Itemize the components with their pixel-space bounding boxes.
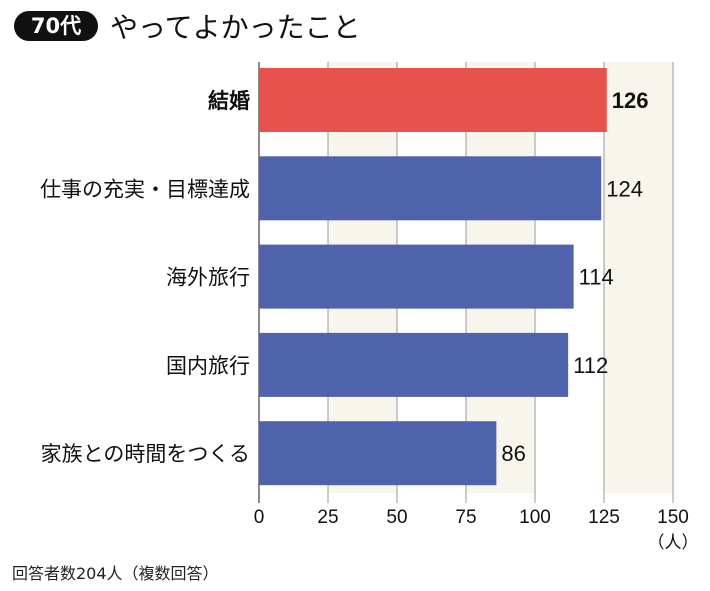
bar	[259, 68, 607, 132]
background-band	[604, 62, 673, 493]
bar	[259, 332, 569, 397]
value-label: 114	[579, 265, 614, 290]
x-tick-label: 100	[519, 507, 551, 528]
x-tick-label: 125	[588, 507, 620, 528]
category-label: 結婚	[208, 89, 250, 113]
age-badge: 70代	[14, 11, 98, 41]
category-label: 国内旅行	[166, 354, 250, 378]
value-label: 112	[573, 353, 608, 378]
x-tick-label: 0	[254, 507, 265, 528]
x-unit-label: （人）	[648, 533, 699, 553]
footnote: 回答者数204人（複数回答）	[12, 564, 219, 583]
chart-title: やってよかったこと	[110, 11, 361, 44]
category-label: 海外旅行	[166, 266, 250, 290]
bar	[259, 156, 602, 221]
bar	[259, 244, 574, 309]
value-label: 126	[612, 88, 649, 113]
category-label: 家族との時間をつくる	[41, 442, 250, 466]
value-label: 124	[606, 176, 643, 201]
x-tick-label: 75	[455, 507, 476, 528]
value-label: 86	[501, 441, 525, 466]
bar	[259, 421, 497, 486]
x-tick-label: 150	[657, 507, 689, 528]
x-tick-label: 25	[317, 507, 338, 528]
category-label: 仕事の充実・目標達成	[40, 177, 250, 201]
x-tick-label: 50	[386, 507, 407, 528]
